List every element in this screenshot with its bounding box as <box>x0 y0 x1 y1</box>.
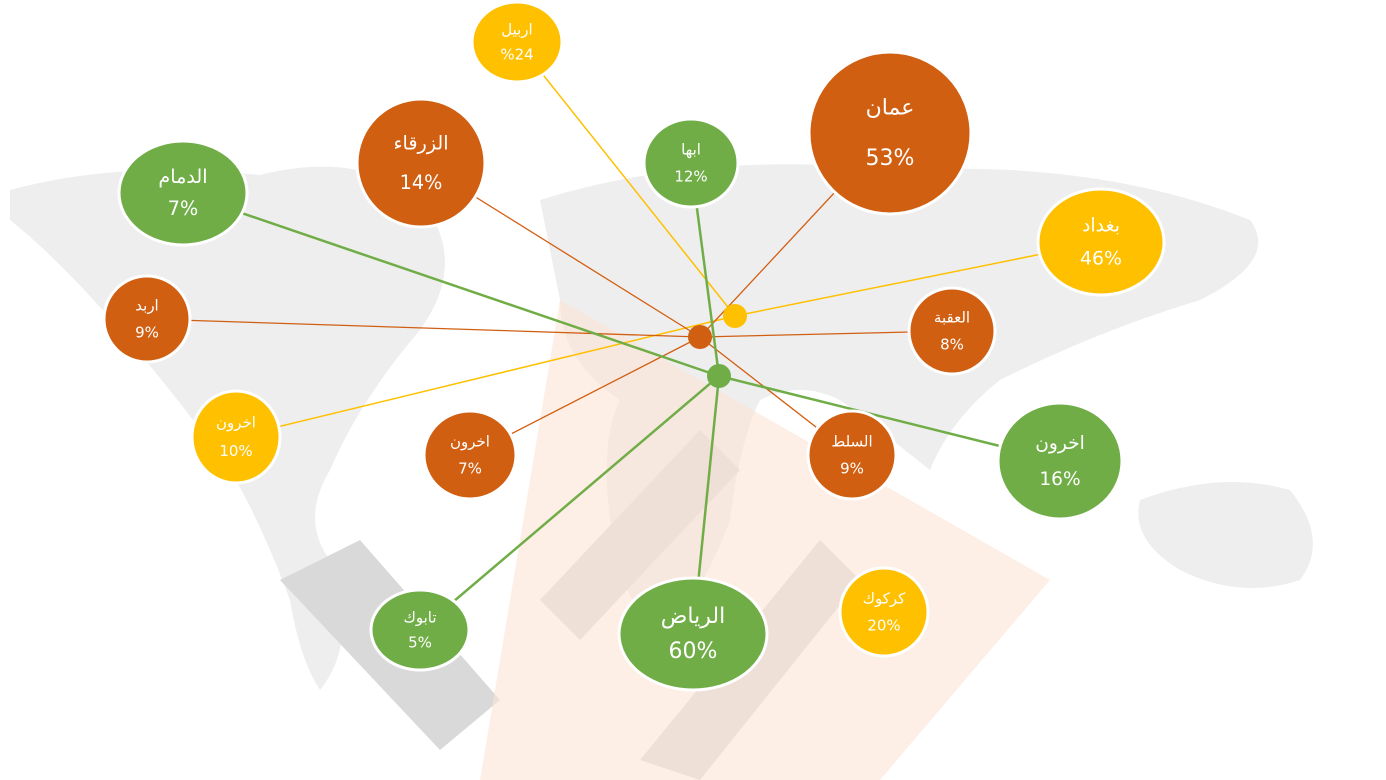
bubble-value: 53% <box>866 146 915 171</box>
bubble <box>996 401 1124 521</box>
bubble-value: 16% <box>1039 469 1080 490</box>
bubble-name: كركوك <box>863 589 907 607</box>
bubble <box>117 139 249 247</box>
hub-dot <box>688 325 712 349</box>
hub-dot <box>707 364 731 388</box>
bubble <box>102 274 192 364</box>
bubble-value: 14% <box>400 171 443 194</box>
bubble-value: 20% <box>867 617 900 635</box>
connector <box>419 375 720 631</box>
bubble-name: الرياض <box>661 604 725 629</box>
bubble-value: 7% <box>168 197 198 220</box>
bubble-name: اربد <box>135 297 158 315</box>
bubble-value: 60% <box>669 639 718 664</box>
bubble-value: 10% <box>219 442 252 460</box>
bubble <box>190 389 282 485</box>
bubble-value: %24 <box>500 45 533 63</box>
bubble <box>422 409 518 501</box>
bubble <box>907 286 997 376</box>
bubble-value: 9% <box>135 323 159 341</box>
bubbles: اربيل %24 بغداد 46% اخرون 10% كركوك 20% عمان 53% ا… <box>102 0 1166 692</box>
bubble-name: اخرون <box>450 432 490 450</box>
bubble-name: العقبة <box>934 309 970 327</box>
bubble-value: 8% <box>940 335 964 353</box>
hub-dot <box>723 304 747 328</box>
bubble <box>807 50 973 216</box>
bubble <box>642 117 740 209</box>
bubble-value: 5% <box>408 633 432 651</box>
bubble-name: السلط <box>831 432 872 450</box>
bubble-name: اربيل <box>501 21 532 39</box>
connector <box>235 315 736 438</box>
bubble <box>1036 187 1166 297</box>
bubble-name: الدمام <box>158 165 207 188</box>
bubble-name: اخرون <box>1035 433 1085 454</box>
bubble-value: 9% <box>840 460 864 478</box>
bubble-value: 12% <box>674 168 707 186</box>
bubble-name: تابوك <box>403 609 436 627</box>
bubble <box>470 0 564 84</box>
bubble <box>806 409 898 501</box>
connector <box>182 191 720 378</box>
connector <box>146 318 701 338</box>
bubble-name: اخرون <box>216 414 256 432</box>
bubble-value: 7% <box>458 460 482 478</box>
bubble <box>617 576 769 692</box>
bubble <box>355 97 487 229</box>
bubble-name: عمان <box>866 96 915 121</box>
bubble-name: ابها <box>681 140 701 158</box>
bubble-name: بغداد <box>1082 215 1120 237</box>
bubble-value: 46% <box>1080 247 1122 269</box>
connector <box>516 41 736 317</box>
bubble <box>369 588 471 672</box>
bubble-name: الزرقاء <box>393 131 448 154</box>
bubble <box>838 566 930 658</box>
